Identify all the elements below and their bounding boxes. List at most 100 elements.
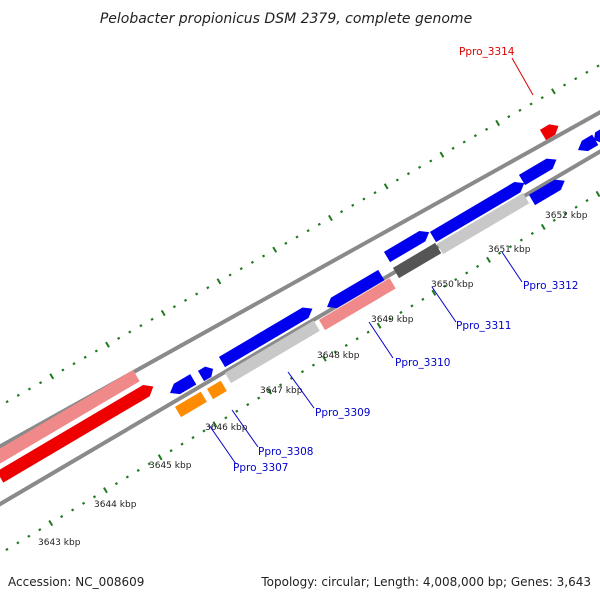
inner-ring-minor-tick [71,508,75,512]
outer-ring-minor-tick [83,355,87,359]
inner-ring-minor-tick [585,199,589,203]
inner-ring-minor-tick [257,396,261,400]
outer-ring-minor-tick [195,292,199,296]
gene-leader-line [231,409,259,448]
inner-ring-major-tick [212,421,218,428]
outer-ring-minor-tick [317,222,321,226]
inner-ring-minor-tick [92,495,97,499]
outer-ring-major-tick [551,88,556,95]
outer-ring-major-tick [495,119,501,127]
gene-label[interactable]: Ppro_3309 [315,407,370,419]
inner-ring-minor-tick [224,416,228,420]
outer-ring-minor-tick [139,324,143,328]
gene-feature-grey [436,193,530,255]
outer-ring-minor-tick [284,241,288,245]
outer-ring-minor-tick [529,102,533,106]
inner-ring-minor-tick [289,376,294,380]
inner-ring-minor-tick [169,449,173,453]
gene-label[interactable]: Ppro_3310 [395,357,450,369]
tick-label: 3652 kbp [545,211,588,221]
inner-ring-minor-tick [202,429,206,433]
tick-label: 3648 kbp [317,351,360,361]
inner-ring-minor-tick [114,482,118,486]
inner-ring-minor-tick [454,278,458,282]
gene-label[interactable]: Ppro_3307 [233,462,288,474]
outer-ring-minor-tick [429,159,433,163]
map-title: Pelobacter propionicus DSM 2379, complet… [100,11,472,27]
outer-ring-minor-tick [484,127,489,131]
inner-ring-major-tick [486,256,491,263]
outer-ring-minor-tick [183,298,188,302]
outer-ring-minor-tick [94,349,98,353]
outer-ring-minor-tick [295,235,299,239]
gene-leader-line [208,424,237,465]
gene-feature-blue [170,374,197,395]
tick-label: 3651 kbp [488,245,531,255]
inner-tick-ring [5,190,600,551]
inner-ring-major-tick [540,223,546,231]
inner-ring-minor-tick [443,284,447,288]
tick-label: 3650 kbp [431,280,474,290]
outer-ring-minor-tick [473,134,477,138]
outer-ring-minor-tick [16,393,20,397]
inner-ring-minor-tick [563,212,567,216]
gene-feature-blue [383,230,430,263]
gene-feature-blue [197,366,214,382]
outer-ring-minor-tick [172,305,176,309]
outer-ring-minor-tick [507,115,511,119]
outer-ring-major-tick [272,246,278,253]
inner-ring-minor-tick [399,310,403,315]
outer-ring-minor-tick [306,229,310,233]
gene-label[interactable]: Ppro_3308 [258,446,313,458]
inner-ring-minor-tick [27,534,31,538]
inner-ring-minor-tick [246,403,250,407]
tick-label: 3643 kbp [38,538,81,548]
gene-feature-blue [218,307,313,368]
inner-ring-minor-tick [355,337,359,341]
gene-label[interactable]: Ppro_3314 [459,46,515,58]
outer-ring-minor-tick [261,254,266,258]
inner-ring-minor-tick [311,363,316,367]
gene-feature-blue [327,269,385,309]
inner-ring-major-tick [48,519,54,527]
inner-ring-minor-tick [278,383,283,387]
outer-ring-minor-tick [340,210,344,214]
inner-ring-minor-tick [60,514,64,519]
gene-feature-red [539,124,559,141]
outer-ring-minor-tick [406,172,411,176]
outer-ring-minor-tick [128,330,132,334]
feature-track [0,124,600,483]
gene-leader-line [431,286,457,323]
inner-ring-minor-tick [366,330,370,334]
outer-ring-minor-tick [462,140,466,144]
inner-ring-minor-tick [235,409,239,413]
outer-ring-minor-tick [39,381,43,385]
gene-feature-blue [528,179,565,206]
inner-ring-minor-tick [333,350,337,354]
outer-ring-minor-tick [228,273,232,277]
outer-ring-minor-tick [206,286,210,290]
inner-ring-minor-tick [180,442,184,446]
gene-leader-line [287,371,315,409]
gene-feature-blue [429,182,525,243]
outer-ring-minor-tick [451,146,455,150]
outer-ring-minor-tick [540,96,544,100]
inner-ring-minor-tick [465,271,469,275]
outer-ring-minor-tick [574,77,578,81]
inner-ring-minor-tick [530,231,534,236]
outer-ring-major-tick [105,341,110,348]
inner-ring-major-tick [431,289,437,296]
inner-ring-minor-tick [300,370,305,374]
gene-leader-line [368,321,394,359]
gene-label[interactable]: Ppro_3312 [523,280,578,292]
gene-leader-line [511,57,534,96]
outer-ring-minor-tick [362,197,366,201]
outer-ring-major-tick [383,183,389,190]
outer-ring-minor-tick [27,387,32,391]
gene-label[interactable]: Ppro_3311 [456,320,511,332]
summary-text: Topology: circular; Length: 4,008,000 bp… [260,575,591,589]
inner-ring-minor-tick [5,547,9,551]
gene-feature-orange [174,391,207,418]
inner-ring-minor-tick [552,218,556,222]
tick-label: 3647 kbp [260,386,303,396]
